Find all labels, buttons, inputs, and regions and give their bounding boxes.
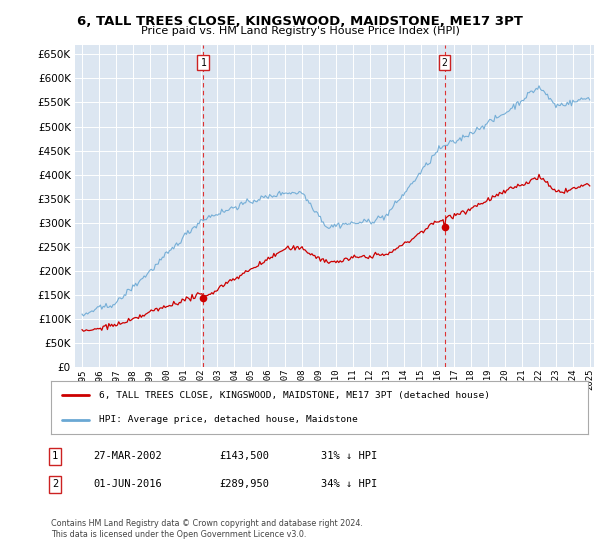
Text: 34% ↓ HPI: 34% ↓ HPI (321, 479, 377, 489)
Text: 01-JUN-2016: 01-JUN-2016 (93, 479, 162, 489)
Text: 1: 1 (200, 58, 206, 68)
Text: 2: 2 (52, 479, 58, 489)
Text: This data is licensed under the Open Government Licence v3.0.: This data is licensed under the Open Gov… (51, 530, 307, 539)
Text: 27-MAR-2002: 27-MAR-2002 (93, 451, 162, 461)
Text: 6, TALL TREES CLOSE, KINGSWOOD, MAIDSTONE, ME17 3PT: 6, TALL TREES CLOSE, KINGSWOOD, MAIDSTON… (77, 15, 523, 28)
Text: £289,950: £289,950 (219, 479, 269, 489)
Text: 2: 2 (442, 58, 448, 68)
Text: 31% ↓ HPI: 31% ↓ HPI (321, 451, 377, 461)
Text: 6, TALL TREES CLOSE, KINGSWOOD, MAIDSTONE, ME17 3PT (detached house): 6, TALL TREES CLOSE, KINGSWOOD, MAIDSTON… (100, 391, 490, 400)
Text: Price paid vs. HM Land Registry's House Price Index (HPI): Price paid vs. HM Land Registry's House … (140, 26, 460, 36)
Text: HPI: Average price, detached house, Maidstone: HPI: Average price, detached house, Maid… (100, 415, 358, 424)
Text: 1: 1 (52, 451, 58, 461)
Text: £143,500: £143,500 (219, 451, 269, 461)
Text: Contains HM Land Registry data © Crown copyright and database right 2024.: Contains HM Land Registry data © Crown c… (51, 519, 363, 528)
